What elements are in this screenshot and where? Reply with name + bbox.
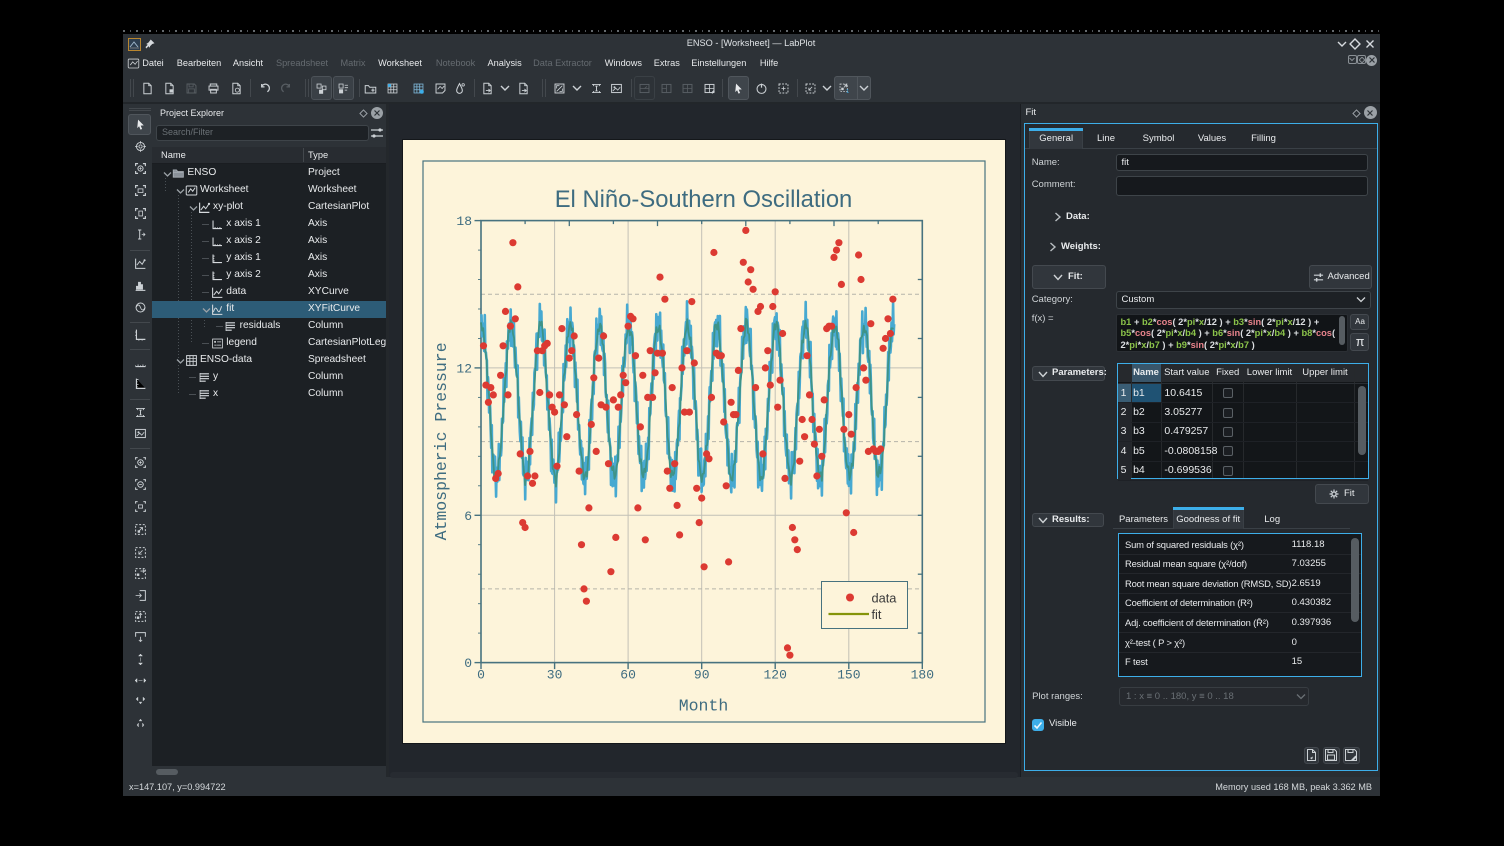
svg-text:Month: Month — [679, 697, 729, 716]
svg-text:180: 180 — [911, 668, 934, 683]
svg-text:12: 12 — [456, 361, 472, 376]
svg-text:El Niño-Southern Oscillation: El Niño-Southern Oscillation — [555, 186, 853, 213]
svg-text:0: 0 — [464, 656, 472, 671]
svg-text:0: 0 — [477, 668, 485, 683]
svg-text:18: 18 — [456, 214, 472, 229]
svg-text:60: 60 — [620, 668, 636, 683]
svg-text:1: 1 — [846, 88, 849, 94]
svg-text:30: 30 — [547, 668, 563, 683]
svg-text:data: data — [872, 590, 898, 605]
svg-text:fit: fit — [872, 607, 882, 622]
svg-text:90: 90 — [694, 668, 710, 683]
svg-text:6: 6 — [464, 509, 472, 524]
svg-text:150: 150 — [837, 668, 860, 683]
svg-text:120: 120 — [763, 668, 786, 683]
svg-text:Atmospheric Pressure: Atmospheric Pressure — [432, 342, 451, 540]
